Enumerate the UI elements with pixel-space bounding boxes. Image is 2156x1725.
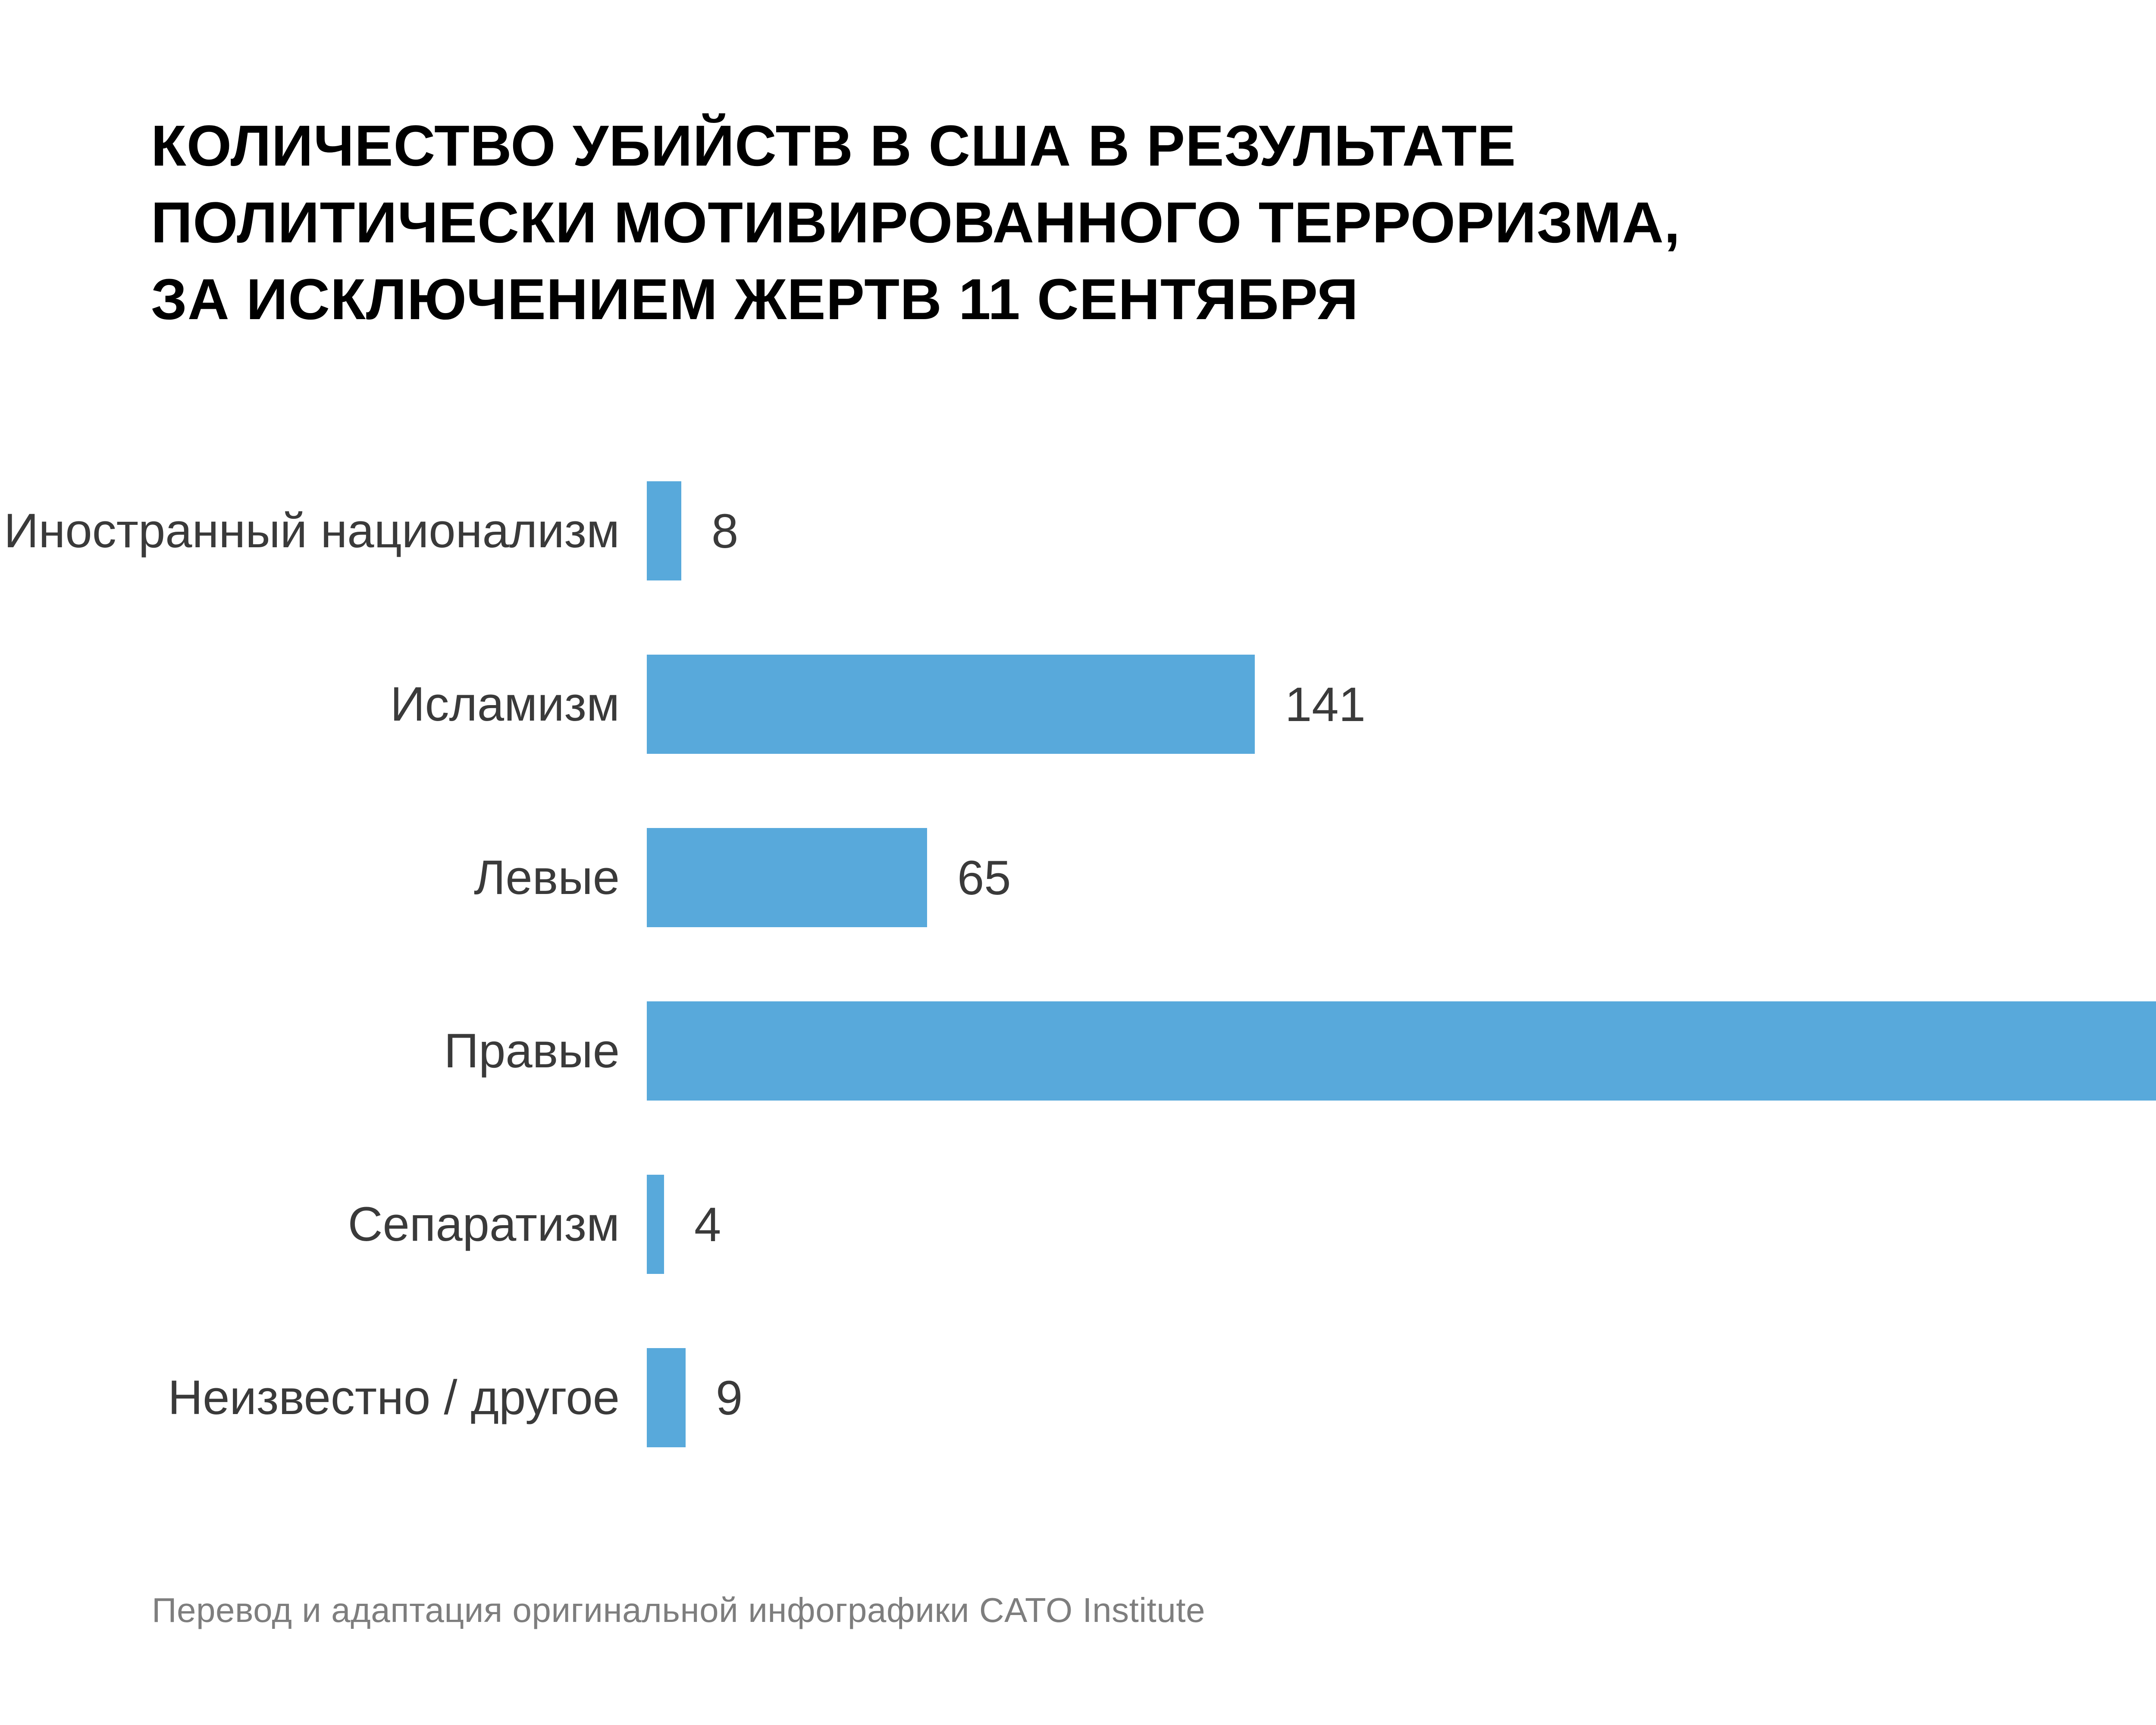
bar (647, 1175, 664, 1274)
category-label: Иностранный национализм (4, 504, 620, 558)
bar (647, 1001, 2156, 1101)
chart-row: Левые 65 (0, 828, 2156, 927)
chart-title-line-3: ЗА ИСКЛЮЧЕНИЕМ ЖЕРТВ 11 СЕНТЯБРЯ (151, 267, 1359, 332)
bar (647, 1348, 686, 1447)
value-label: 4 (694, 1197, 721, 1251)
value-label: 9 (716, 1371, 743, 1425)
chart-row: Сепаратизм 4 (0, 1175, 2156, 1274)
chart-title-line-1: КОЛИЧЕСТВО УБИЙСТВ В США В РЕЗУЛЬТАТЕ (151, 114, 1517, 178)
category-label: Неизвестно / другое (168, 1371, 620, 1424)
chart-title-line-2: ПОЛИТИЧЕСКИ МОТИВИРОВАННОГО ТЕРРОРИЗМА, (151, 191, 1681, 255)
category-label: Правые (444, 1024, 620, 1078)
chart-row: Неизвестно / другое 9 (0, 1348, 2156, 1447)
value-label: 65 (957, 850, 1011, 905)
source-credit: Перевод и адаптация оригинальной инфогра… (152, 1591, 1206, 1629)
bar-chart: Иностранный национализм 8 Исламизм 141 Левые… (0, 481, 2156, 1521)
bar (647, 828, 927, 927)
value-label: 141 (1285, 677, 1366, 731)
category-label: Сепаратизм (348, 1197, 620, 1251)
category-label: Левые (473, 850, 620, 904)
bar (647, 655, 1255, 754)
chart-row: Правые391 (0, 1001, 2156, 1101)
category-label: Исламизм (390, 677, 620, 731)
chart-title: КОЛИЧЕСТВО УБИЙСТВ В США В РЕЗУЛЬТАТЕ ПО… (151, 108, 1680, 338)
chart-row: Иностранный национализм 8 (0, 481, 2156, 580)
value-label: 8 (711, 504, 739, 558)
chart-row: Исламизм 141 (0, 655, 2156, 754)
bar (647, 481, 681, 580)
